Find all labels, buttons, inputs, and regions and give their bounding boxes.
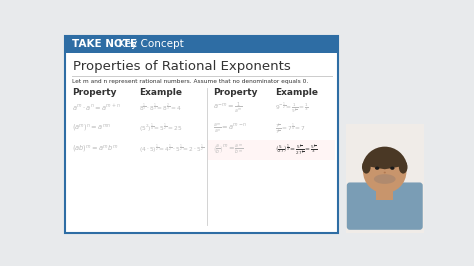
Text: $8^{\frac{1}{3}} \cdot 8^{\frac{1}{3}} = 8^{\frac{2}{3}} = 4$: $8^{\frac{1}{3}} \cdot 8^{\frac{1}{3}} =… xyxy=(139,102,182,114)
Text: $a^m \cdot a^n = a^{m+n}$: $a^m \cdot a^n = a^{m+n}$ xyxy=(72,103,120,113)
Text: $(4 \cdot 5)^{\frac{1}{2}} = 4^{\frac{1}{2}} \cdot 5^{\frac{1}{2}} = 2 \cdot 5^{: $(4 \cdot 5)^{\frac{1}{2}} = 4^{\frac{1}… xyxy=(139,143,204,156)
Bar xyxy=(346,124,423,233)
Bar xyxy=(207,140,335,160)
Bar xyxy=(65,36,338,53)
Text: $\frac{7^{\frac{1}{2}}}{7^{\frac{1}{4}}} = 7^{\frac{1}{4}} = 7$: $\frac{7^{\frac{1}{2}}}{7^{\frac{1}{4}}}… xyxy=(275,122,306,136)
Ellipse shape xyxy=(399,161,408,174)
Ellipse shape xyxy=(362,161,371,174)
Text: Example: Example xyxy=(139,88,182,97)
Text: Properties of Rational Exponents: Properties of Rational Exponents xyxy=(73,60,291,73)
Ellipse shape xyxy=(375,167,379,170)
Text: TAKE NOTE: TAKE NOTE xyxy=(72,39,137,49)
Text: $(ab)^m = a^m b^m$: $(ab)^m = a^m b^m$ xyxy=(72,144,118,155)
Text: Let m and n represent rational numbers. Assume that no denominator equals 0.: Let m and n represent rational numbers. … xyxy=(72,80,308,85)
Text: $9^{-\frac{1}{2}} = \frac{1}{9^{\frac{1}{2}}} = \frac{1}{3}$: $9^{-\frac{1}{2}} = \frac{1}{9^{\frac{1}… xyxy=(275,101,309,116)
Text: Key Concept: Key Concept xyxy=(112,39,184,49)
Bar xyxy=(376,186,393,200)
Bar xyxy=(65,36,338,233)
Ellipse shape xyxy=(390,167,394,170)
Text: $(5^2)^{\frac{1}{4}} = 5^{\frac{1}{2}} = 25$: $(5^2)^{\frac{1}{4}} = 5^{\frac{1}{2}} =… xyxy=(139,122,182,135)
Wedge shape xyxy=(362,147,407,169)
Ellipse shape xyxy=(374,174,396,184)
Text: $\frac{a^m}{a^n} = a^{m-n}$: $\frac{a^m}{a^n} = a^{m-n}$ xyxy=(213,122,247,136)
Text: $\left(\frac{5}{27}\right)^{\frac{1}{3}} = \frac{5^{\frac{1}{3}}}{27^{\frac{1}{3: $\left(\frac{5}{27}\right)^{\frac{1}{3}}… xyxy=(275,143,317,157)
FancyBboxPatch shape xyxy=(347,182,423,230)
Text: Property: Property xyxy=(72,88,116,97)
Text: $(a^m)^n = a^{mn}$: $(a^m)^n = a^{mn}$ xyxy=(72,123,111,134)
Text: Example: Example xyxy=(275,88,318,97)
Text: $a^{-m} = \frac{1}{a^m}$: $a^{-m} = \frac{1}{a^m}$ xyxy=(213,101,242,115)
Text: $\left(\frac{a}{b}\right)^m = \frac{a^m}{b^m}$: $\left(\frac{a}{b}\right)^m = \frac{a^m}… xyxy=(213,143,243,157)
Text: Property: Property xyxy=(213,88,257,97)
Ellipse shape xyxy=(383,172,386,173)
Ellipse shape xyxy=(363,150,406,193)
